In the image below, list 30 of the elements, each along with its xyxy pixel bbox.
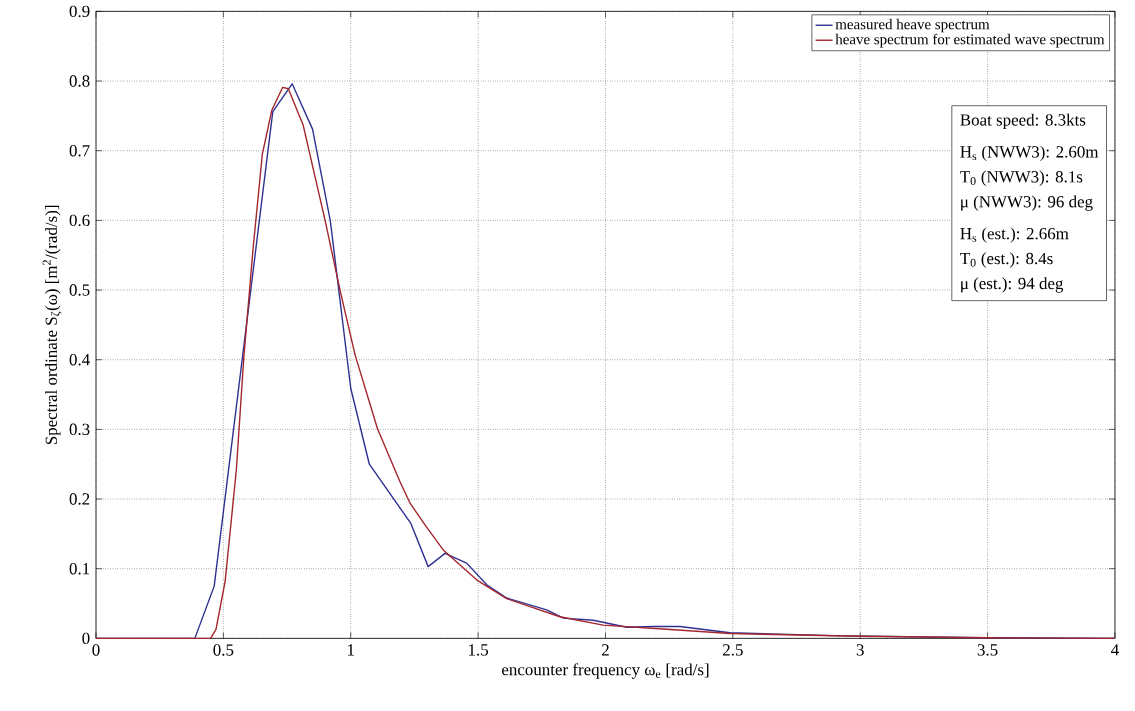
y-tick-label: 0.4 [69,353,90,366]
x-tick-label: 3 [856,644,864,656]
x-axis-title: encounter frequency ω$_{e}$ [rad/s] [501,663,709,679]
y-tick-label: 0.3 [69,423,90,435]
annotation: μ (NWW3): 96 deg [961,195,1093,211]
annotation: μ (est.): 94 deg [961,277,1064,293]
annotation: H$_{s}$ (NWW3): 2.60m [960,145,1099,161]
y-tick-label: 0.6 [69,214,90,226]
annotation: T$_{0}$ (est.): 8.4s [960,252,1053,268]
annotation: Boat speed: 8.3kts [960,113,1086,129]
y-tick-label: 0.8 [69,75,90,87]
legend-label: measured heave spectrum [835,18,990,33]
annotation: T$_{0}$ (NWW3): 8.1s [960,170,1083,186]
x-tick-label: 3.5 [977,644,998,656]
x-tick-label: 4 [1111,644,1119,656]
x-tick-label: 2.5 [723,644,743,656]
annotation: H$_{s}$ (est.): 2.66m [960,227,1069,243]
y-tick-label: 0 [82,632,90,644]
y-tick-label: 0.2 [69,493,90,505]
x-tick-label: 0.5 [213,644,234,656]
y-tick-label: 0.7 [69,144,90,157]
y-axis-title: Spectral ordinate S$_{ζ}$(ω) [m$^{2}$/(rad/s)] [42,205,62,444]
x-tick-label: 0 [92,644,100,656]
x-tick-label: 2 [602,644,609,656]
y-tick-label: 0.5 [69,284,90,296]
y-tick-label: 0.1 [69,562,90,575]
y-tick-label: 0.9 [69,5,90,17]
x-tick-label: 1.5 [469,644,489,656]
legend-label: heave spectrum for estimated wave spectrum [835,33,1105,48]
x-tick-label: 1 [347,644,354,656]
